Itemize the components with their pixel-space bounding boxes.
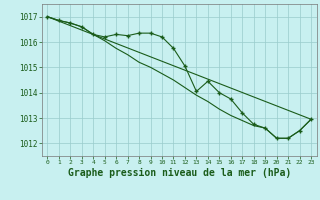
X-axis label: Graphe pression niveau de la mer (hPa): Graphe pression niveau de la mer (hPa) bbox=[68, 168, 291, 178]
